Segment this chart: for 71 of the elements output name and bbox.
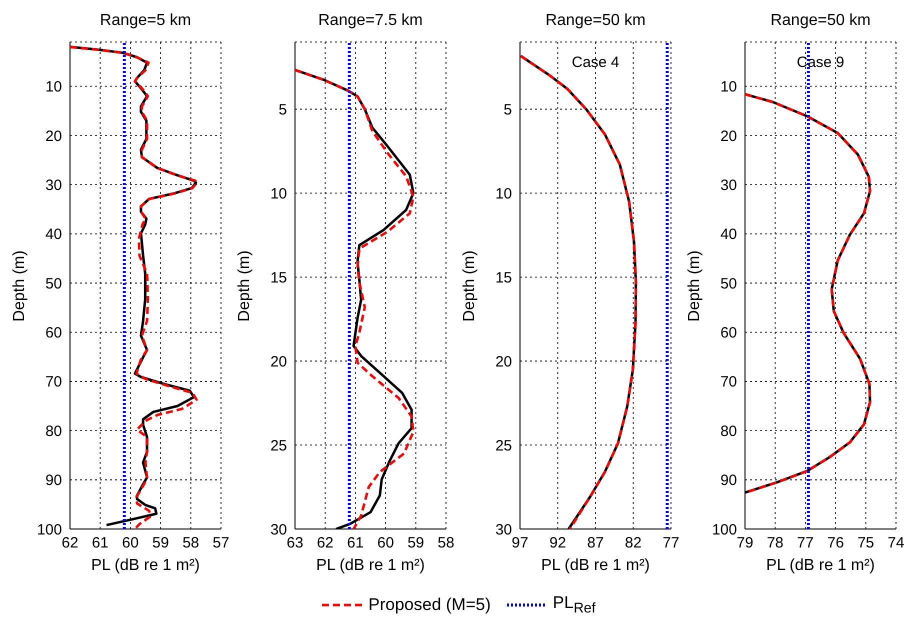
chart-title: Range=5 km xyxy=(98,12,192,30)
x-axis-title: PL (dB re 1 m²) xyxy=(315,557,426,575)
x-tick-label: 82 xyxy=(624,534,642,552)
y-tick-label: 30 xyxy=(270,521,287,538)
x-tick-label: 62 xyxy=(62,534,78,552)
y-axis-title: Depth (m) xyxy=(685,248,704,324)
x-tick-label: 60 xyxy=(377,534,394,552)
y-tick-label: 25 xyxy=(495,437,512,454)
x-tick-label: 62 xyxy=(316,534,334,552)
x-tick-label: 59 xyxy=(152,534,169,552)
x-tick-label: 77 xyxy=(797,534,814,552)
y-tick-label: 20 xyxy=(270,353,287,370)
y-tick-label: 100 xyxy=(712,521,737,538)
x-tick-label: 61 xyxy=(347,534,364,552)
y-tick-label: 25 xyxy=(270,437,287,454)
y-tick-label: 70 xyxy=(45,374,62,391)
annotation: Case 4 xyxy=(570,54,620,71)
y-tick-label: 40 xyxy=(720,226,737,244)
y-tick-label: 90 xyxy=(720,472,737,490)
x-tick-label: 74 xyxy=(888,534,904,552)
y-tick-label: 15 xyxy=(270,269,287,286)
y-tick-label: 10 xyxy=(495,185,512,202)
y-tick-label: 10 xyxy=(270,185,287,202)
x-tick-label: 87 xyxy=(587,534,604,552)
y-tick-label: 20 xyxy=(495,353,512,370)
y-tick-label: 80 xyxy=(720,422,737,440)
x-tick-label: 59 xyxy=(407,534,424,552)
annotation: Case 9 xyxy=(796,54,846,71)
y-tick-label: 15 xyxy=(495,269,512,286)
x-axis-title: PL (dB re 1 m²) xyxy=(765,557,876,575)
y-tick-label: 5 xyxy=(278,101,287,118)
y-tick-label: 100 xyxy=(36,521,62,538)
y-tick-label: 60 xyxy=(45,324,62,342)
y-tick-label: 90 xyxy=(45,472,62,490)
y-tick-label: 10 xyxy=(720,78,737,96)
x-axis-title: PL (dB re 1 m²) xyxy=(540,557,651,575)
y-tick-label: 30 xyxy=(45,176,62,194)
x-tick-label: 63 xyxy=(286,534,304,552)
legend-label: Proposed (M=5) xyxy=(368,594,491,615)
y-tick-label: 20 xyxy=(45,128,62,145)
x-tick-label: 60 xyxy=(122,534,139,552)
y-tick-label: 5 xyxy=(504,101,512,118)
x-tick-label: 92 xyxy=(549,534,566,552)
x-tick-label: 61 xyxy=(92,534,109,552)
x-tick-label: 77 xyxy=(662,534,680,552)
x-tick-label: 58 xyxy=(182,534,200,552)
y-tick-label: 20 xyxy=(720,128,737,145)
x-axis-title: PL (dB re 1 m²) xyxy=(90,557,201,575)
y-axis-title: Depth (m) xyxy=(235,248,254,324)
y-tick-label: 60 xyxy=(720,324,737,342)
y-tick-label: 40 xyxy=(45,226,62,244)
x-tick-label: 97 xyxy=(512,534,528,552)
y-tick-label: 80 xyxy=(45,422,62,440)
y-tick-label: 70 xyxy=(720,374,737,391)
y-tick-label: 50 xyxy=(45,275,62,292)
x-tick-label: 58 xyxy=(438,534,454,552)
x-tick-label: 76 xyxy=(827,534,844,552)
y-tick-label: 30 xyxy=(720,176,737,194)
chart-title: Range=50 km xyxy=(769,12,872,30)
chart-title: Range=7.5 km xyxy=(317,12,424,30)
chart-title: Range=50 km xyxy=(544,12,647,30)
y-axis-title: Depth (m) xyxy=(10,248,29,324)
y-tick-label: 10 xyxy=(45,78,62,96)
legend-label: PL$_{Ref}$ xyxy=(552,593,596,616)
x-tick-label: 79 xyxy=(736,534,754,552)
x-tick-label: 57 xyxy=(212,534,230,552)
x-tick-label: 75 xyxy=(857,534,874,552)
y-tick-label: 50 xyxy=(720,275,737,292)
y-axis-title: Depth (m) xyxy=(460,248,479,324)
x-tick-label: 78 xyxy=(766,534,784,552)
y-tick-label: 30 xyxy=(495,521,512,538)
